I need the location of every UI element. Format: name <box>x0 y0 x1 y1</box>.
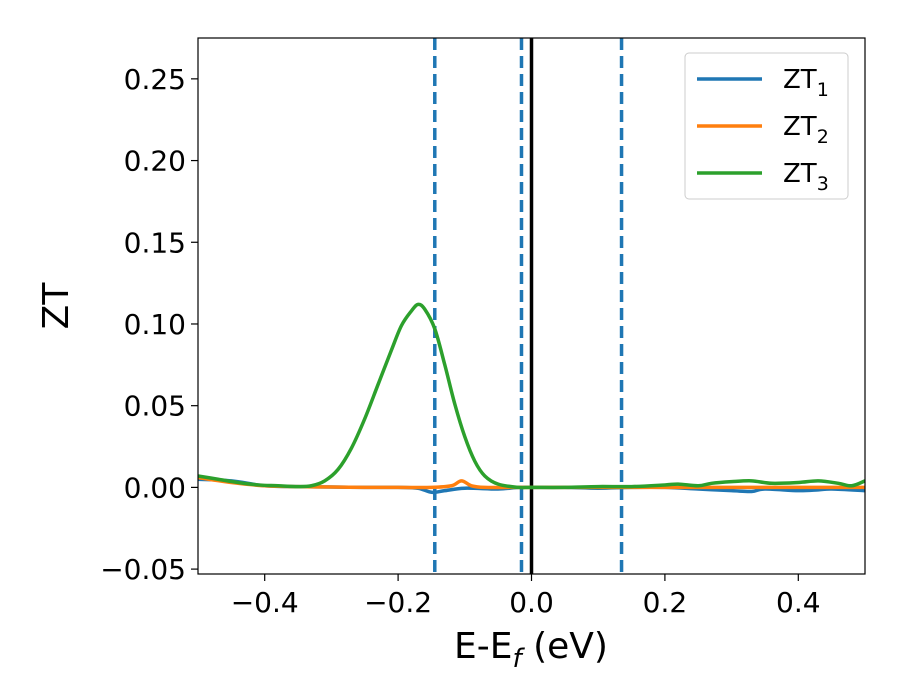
series-line-zt3 <box>198 302 865 490</box>
x-tick-label: 0.4 <box>776 586 821 619</box>
y-tick-label: 0.00 <box>124 471 186 504</box>
y-tick-label: −0.05 <box>100 553 186 586</box>
x-axis-title: E-Ef (eV) <box>454 626 608 674</box>
x-tick-label: 0.2 <box>643 586 688 619</box>
y-tick-label: 0.05 <box>124 390 186 423</box>
legend: ZT1 ZT2 ZT3 <box>684 52 849 200</box>
legend-label-zt3: ZT3 <box>783 159 829 195</box>
legend-label-zt2: ZT2 <box>783 112 829 148</box>
x-tick-label: −0.2 <box>364 586 432 619</box>
y-tick-label: 0.25 <box>124 63 186 96</box>
y-axis-title: ZT <box>36 282 77 330</box>
x-tick-label: −0.4 <box>231 586 299 619</box>
y-tick-label: 0.15 <box>124 226 186 259</box>
x-tick-label: 0.0 <box>509 586 554 619</box>
legend-box <box>684 52 849 200</box>
y-tick-label: 0.20 <box>124 145 186 178</box>
y-tick-label: 0.10 <box>124 308 186 341</box>
legend-label-zt1: ZT1 <box>783 65 829 101</box>
